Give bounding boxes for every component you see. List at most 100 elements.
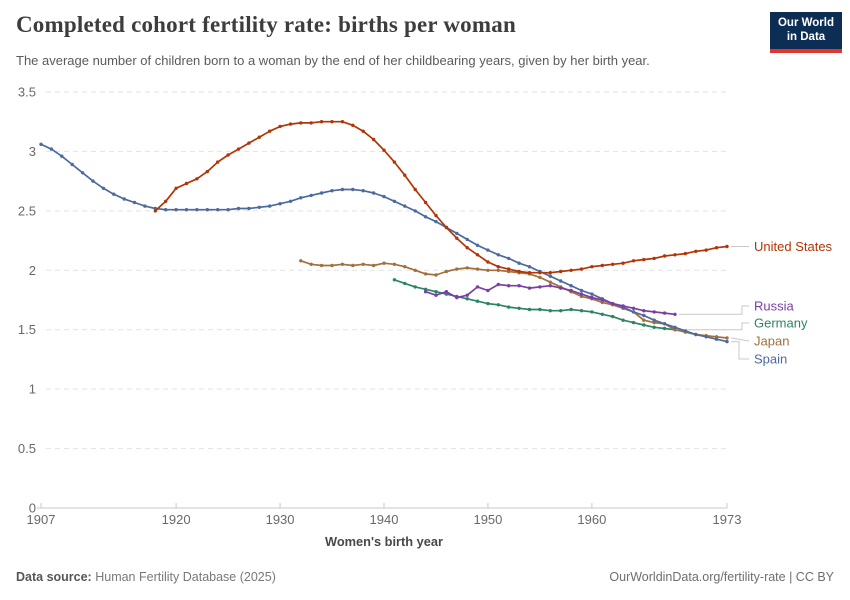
data-point[interactable] [164, 208, 168, 212]
data-point[interactable] [507, 256, 511, 261]
data-point[interactable] [631, 259, 636, 263]
data-point[interactable] [434, 213, 438, 218]
series-label-germany[interactable]: Germany [754, 316, 808, 331]
data-point[interactable] [39, 142, 43, 146]
data-point[interactable] [694, 332, 698, 337]
data-point[interactable] [257, 135, 261, 139]
data-point[interactable] [423, 200, 428, 205]
data-point[interactable] [548, 309, 552, 313]
data-point[interactable] [642, 257, 646, 262]
data-point[interactable] [403, 265, 407, 269]
data-point[interactable] [49, 147, 54, 151]
data-point[interactable] [662, 322, 667, 326]
series-germany[interactable]: Germany [392, 278, 808, 332]
data-point[interactable] [361, 129, 365, 133]
data-point[interactable] [652, 256, 656, 261]
data-point[interactable] [423, 272, 428, 276]
data-point[interactable] [475, 267, 480, 271]
data-point[interactable] [496, 253, 500, 257]
data-point[interactable] [340, 262, 345, 266]
data-point[interactable] [236, 147, 241, 151]
data-point[interactable] [725, 244, 729, 249]
data-point[interactable] [579, 288, 584, 293]
data-point[interactable] [662, 311, 667, 315]
data-point[interactable] [174, 208, 178, 212]
data-point[interactable] [184, 208, 189, 212]
data-point[interactable] [579, 309, 584, 313]
data-point[interactable] [465, 246, 469, 250]
data-point[interactable] [652, 318, 656, 322]
data-point[interactable] [299, 259, 303, 263]
data-point[interactable] [392, 160, 397, 164]
data-point[interactable] [361, 262, 365, 266]
data-point[interactable] [268, 204, 272, 208]
data-point[interactable] [465, 266, 469, 270]
data-point[interactable] [579, 292, 584, 296]
data-point[interactable] [590, 265, 594, 269]
data-point[interactable] [403, 281, 407, 286]
data-point[interactable] [309, 262, 313, 266]
data-point[interactable] [70, 162, 74, 167]
data-point[interactable] [423, 287, 428, 291]
data-point[interactable] [60, 154, 64, 158]
data-point[interactable] [205, 169, 209, 174]
data-point[interactable] [236, 206, 241, 211]
data-point[interactable] [392, 278, 397, 282]
series-line-spain[interactable] [40, 143, 728, 343]
series-line-japan[interactable] [299, 259, 728, 339]
data-point[interactable] [559, 286, 563, 290]
data-point[interactable] [673, 253, 677, 257]
data-point[interactable] [413, 285, 417, 289]
data-point[interactable] [538, 271, 542, 275]
data-point[interactable] [423, 290, 428, 294]
data-point[interactable] [652, 325, 656, 329]
data-point[interactable] [351, 123, 355, 128]
data-point[interactable] [444, 290, 449, 294]
data-point[interactable] [257, 205, 261, 209]
data-point[interactable] [195, 177, 199, 181]
data-point[interactable] [507, 269, 511, 274]
data-point[interactable] [559, 279, 563, 283]
data-point[interactable] [559, 269, 563, 274]
data-point[interactable] [340, 187, 345, 192]
series-russia[interactable]: Russia [423, 282, 795, 316]
data-point[interactable] [403, 204, 407, 208]
data-point[interactable] [673, 328, 677, 332]
data-point[interactable] [434, 290, 438, 294]
data-point[interactable] [455, 231, 459, 236]
data-point[interactable] [288, 122, 293, 126]
data-point[interactable] [611, 314, 615, 319]
data-point[interactable] [486, 301, 490, 306]
data-point[interactable] [496, 282, 500, 287]
data-point[interactable] [475, 285, 480, 289]
data-point[interactable] [403, 173, 407, 177]
data-point[interactable] [652, 320, 656, 325]
data-point[interactable] [184, 181, 189, 186]
data-point[interactable] [662, 326, 667, 331]
data-point[interactable] [465, 237, 469, 242]
data-point[interactable] [559, 309, 563, 313]
data-point[interactable] [642, 309, 646, 313]
data-point[interactable] [538, 307, 542, 312]
series-label-united-states[interactable]: United States [754, 239, 833, 254]
data-point[interactable] [475, 253, 480, 257]
data-point[interactable] [434, 293, 438, 297]
data-point[interactable] [351, 263, 355, 268]
data-point[interactable] [205, 208, 209, 212]
data-point[interactable] [226, 208, 230, 212]
data-point[interactable] [330, 263, 334, 268]
data-point[interactable] [392, 262, 397, 266]
data-point[interactable] [621, 318, 625, 322]
data-point[interactable] [548, 274, 552, 278]
data-point[interactable] [704, 335, 708, 339]
data-point[interactable] [216, 208, 220, 212]
data-point[interactable] [278, 202, 282, 206]
data-point[interactable] [590, 292, 594, 296]
data-point[interactable] [309, 193, 313, 198]
data-point[interactable] [652, 310, 656, 314]
data-point[interactable] [371, 137, 376, 142]
data-point[interactable] [569, 307, 573, 312]
data-point[interactable] [309, 121, 313, 125]
data-point[interactable] [683, 329, 688, 333]
data-point[interactable] [673, 325, 677, 329]
